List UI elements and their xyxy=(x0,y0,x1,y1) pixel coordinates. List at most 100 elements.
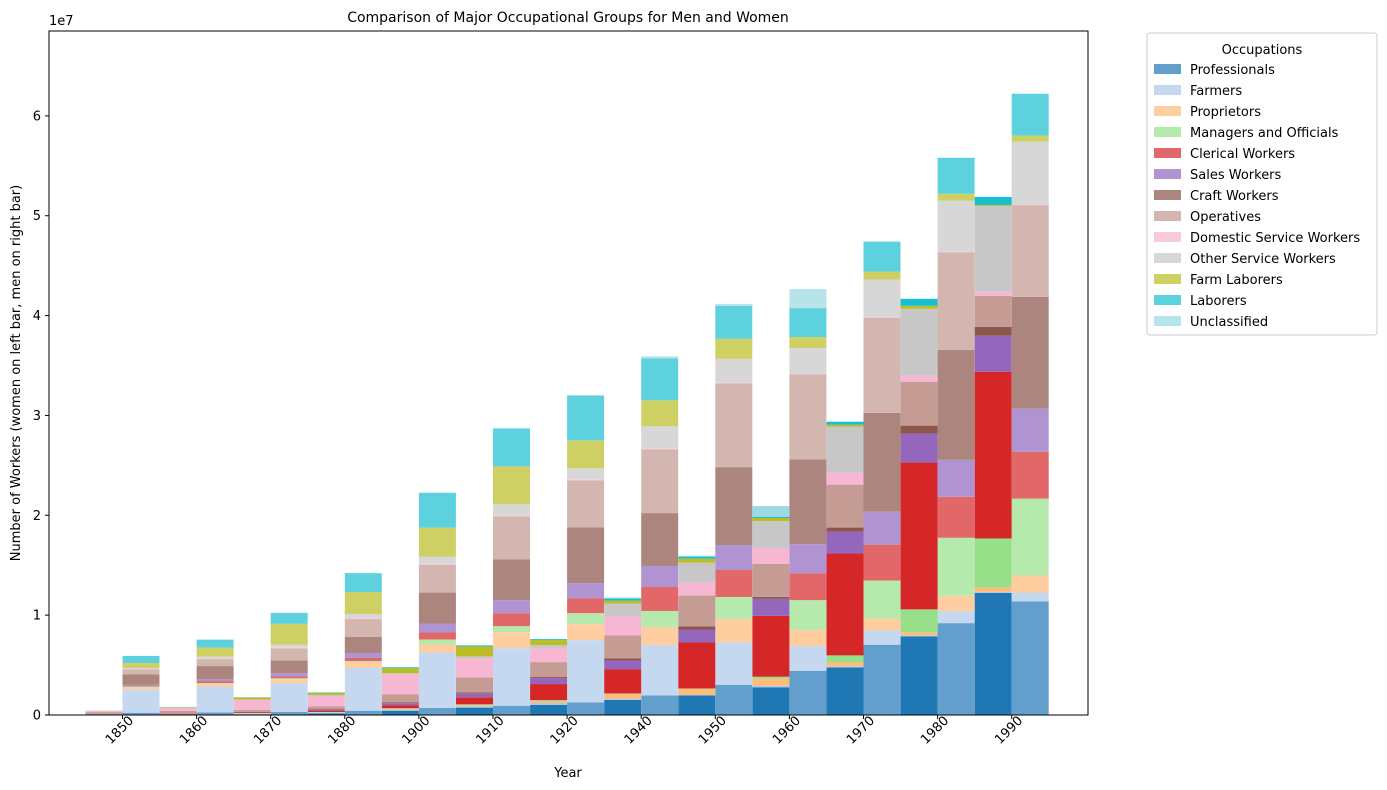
bar-men-clerical-workers-1900 xyxy=(418,632,456,640)
bar-men-craft-workers-1960 xyxy=(789,459,827,545)
bar-men-proprietors-1900 xyxy=(418,644,456,653)
bar-women-proprietors-1950 xyxy=(678,688,716,695)
bar-women-proprietors-1940 xyxy=(604,693,642,699)
bar-men-domestic-service-workers-1850 xyxy=(122,668,160,670)
legend-swatch xyxy=(1154,148,1181,158)
bar-men-farm-laborers-1860 xyxy=(196,647,234,657)
bar-men-clerical-workers-1880 xyxy=(344,657,382,661)
bar-men-craft-workers-1950 xyxy=(715,467,753,546)
bar-men-domestic-service-workers-1990 xyxy=(1011,204,1049,206)
bar-women-farmers-1990 xyxy=(974,591,1012,593)
bar-men-operatives-1880 xyxy=(344,619,382,638)
bar-men-sales-workers-1940 xyxy=(641,566,679,587)
bar-men-farm-laborers-1950 xyxy=(715,338,753,359)
bar-men-operatives-1950 xyxy=(715,383,753,468)
legend-swatch xyxy=(1154,274,1181,284)
bar-men-operatives-1860 xyxy=(196,659,234,667)
bar-men-proprietors-1850 xyxy=(122,687,160,690)
bar-men-farm-laborers-1940 xyxy=(641,400,679,427)
legend-label: Unclassified xyxy=(1190,315,1268,330)
bar-women-other-service-workers-1900 xyxy=(381,673,419,675)
bar-women-domestic-service-workers-1870 xyxy=(233,699,271,710)
bar-women-operatives-1980 xyxy=(900,381,938,426)
bar-women-craft-workers-1990 xyxy=(974,326,1012,336)
bar-men-farmers-1940 xyxy=(641,644,679,696)
bar-men-laborers-1920 xyxy=(567,395,605,441)
bar-men-operatives-1940 xyxy=(641,449,679,514)
bar-men-farm-laborers-1870 xyxy=(270,623,308,645)
bar-women-managers-and-officials-1990 xyxy=(974,538,1012,588)
bar-men-craft-workers-1850 xyxy=(122,674,160,685)
x-tick-label: 1950 xyxy=(696,714,730,748)
bar-women-operatives-1970 xyxy=(826,484,864,528)
bar-men-clerical-workers-1990 xyxy=(1011,451,1049,499)
bar-men-other-service-workers-1870 xyxy=(270,644,308,648)
bar-women-domestic-service-workers-1850 xyxy=(85,711,123,713)
bar-women-sales-workers-1950 xyxy=(678,629,716,643)
bar-men-proprietors-1880 xyxy=(344,661,382,668)
bar-women-farm-laborers-1880 xyxy=(307,693,345,696)
bar-women-operatives-1880 xyxy=(307,706,345,710)
bar-women-laborers-1900 xyxy=(381,667,419,669)
legend-label: Laborers xyxy=(1190,294,1247,309)
bar-women-craft-workers-1960 xyxy=(752,596,790,599)
bar-men-other-service-workers-1950 xyxy=(715,358,753,383)
bar-women-farm-laborers-1860 xyxy=(159,707,197,708)
bar-women-managers-and-officials-1950 xyxy=(678,688,716,689)
bar-men-domestic-service-workers-1960 xyxy=(789,374,827,375)
bar-women-laborers-1950 xyxy=(678,556,716,559)
bar-men-farm-laborers-1920 xyxy=(567,440,605,469)
bar-women-sales-workers-1900 xyxy=(381,703,419,706)
bar-women-managers-and-officials-1900 xyxy=(381,708,419,709)
bar-men-managers-and-officials-1850 xyxy=(122,686,160,688)
bar-men-farmers-1980 xyxy=(937,611,975,624)
bar-women-domestic-service-workers-1880 xyxy=(307,695,345,707)
bar-men-farm-laborers-1900 xyxy=(418,527,456,557)
bar-men-unclassified-1960 xyxy=(789,289,827,309)
bar-men-other-service-workers-1900 xyxy=(418,556,456,564)
bar-men-professionals-1960 xyxy=(789,670,827,715)
bar-women-professionals-1920 xyxy=(530,704,568,715)
bar-men-sales-workers-1920 xyxy=(567,583,605,599)
bar-men-clerical-workers-1910 xyxy=(493,613,530,627)
x-tick-label: 1850 xyxy=(103,714,137,748)
bar-women-unclassified-1950 xyxy=(678,555,716,557)
bar-men-farm-laborers-1970 xyxy=(863,271,901,280)
bar-women-farm-laborers-1970 xyxy=(826,424,864,427)
legend-swatch xyxy=(1154,232,1181,242)
bar-women-clerical-workers-1980 xyxy=(900,462,938,610)
bar-women-farmers-1960 xyxy=(752,685,790,688)
legend-swatch xyxy=(1154,295,1181,305)
bar-women-clerical-workers-1990 xyxy=(974,371,1012,539)
bar-women-operatives-1910 xyxy=(456,677,493,693)
bar-men-managers-and-officials-1920 xyxy=(567,613,605,625)
bar-men-professionals-1850 xyxy=(122,712,160,715)
bar-women-proprietors-1880 xyxy=(307,712,345,713)
bar-women-other-service-workers-1910 xyxy=(456,656,493,659)
bar-men-operatives-1990 xyxy=(1011,205,1049,297)
x-tick-label: 1940 xyxy=(622,714,656,748)
bar-men-farmers-1860 xyxy=(196,686,234,713)
bar-men-laborers-1870 xyxy=(270,612,308,624)
bar-women-other-service-workers-1990 xyxy=(974,205,1012,292)
bar-men-farm-laborers-1850 xyxy=(122,662,160,668)
bar-women-proprietors-1910 xyxy=(456,705,493,707)
bar-women-domestic-service-workers-1990 xyxy=(974,291,1012,296)
legend-swatch xyxy=(1154,211,1181,221)
x-tick-label: 1920 xyxy=(548,714,582,748)
legend-label: Proprietors xyxy=(1190,105,1261,120)
bar-women-proprietors-1900 xyxy=(381,708,419,710)
y-tick-label: 6 xyxy=(33,109,41,124)
bar-men-laborers-1970 xyxy=(863,241,901,272)
y-tick-label: 2 xyxy=(33,509,41,524)
bar-men-clerical-workers-1920 xyxy=(567,598,605,614)
bar-men-domestic-service-workers-1950 xyxy=(715,382,753,384)
bar-men-domestic-service-workers-1860 xyxy=(196,658,234,660)
bar-men-craft-workers-1920 xyxy=(567,527,605,584)
bar-women-sales-workers-1990 xyxy=(974,335,1012,372)
bar-women-proprietors-1990 xyxy=(974,587,1012,592)
bar-men-laborers-1940 xyxy=(641,358,679,401)
bar-women-professionals-1940 xyxy=(604,699,642,715)
bar-men-laborers-1910 xyxy=(493,428,530,467)
bar-men-proprietors-1910 xyxy=(493,632,530,649)
